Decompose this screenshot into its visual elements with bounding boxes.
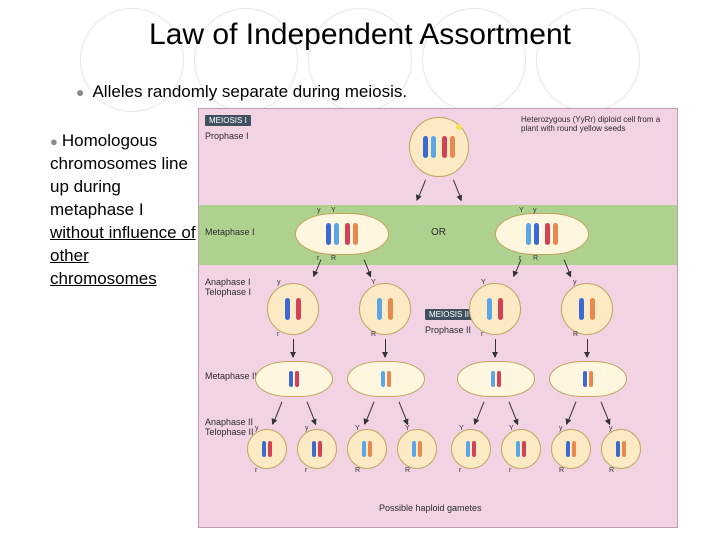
arrow [601, 402, 611, 425]
label-prophase1: Prophase I [205, 131, 249, 141]
label-metaphase1: Metaphase I [205, 227, 255, 237]
cell-b [359, 283, 411, 335]
label-anaphase1: Anaphase I Telophase I [205, 277, 265, 297]
gamete [501, 429, 541, 469]
side-text: Homologous chromosomes line up during me… [50, 130, 198, 291]
side-underlined: without influence of other chromosomes [50, 223, 196, 288]
meiosis-diagram: MEIOSIS I Prophase I Heterozygous (YyRr)… [198, 108, 678, 528]
label-meiosis2: MEIOSIS II [425, 309, 473, 320]
arrow [417, 180, 426, 201]
label-prophase2: Prophase II [425, 325, 471, 335]
label-metaphase2: Metaphase II [205, 371, 257, 381]
arrow [453, 180, 462, 201]
metaphase1-right [495, 213, 589, 255]
label-meiosis1: MEIOSIS I [205, 115, 251, 126]
gamete [397, 429, 437, 469]
gamete [551, 429, 591, 469]
cell-a [267, 283, 319, 335]
arrow [587, 339, 588, 357]
bullet-alleles: Alleles randomly separate during meiosis… [76, 82, 407, 102]
meta2-a [255, 361, 333, 397]
metaphase1-left [295, 213, 389, 255]
arrow [495, 339, 496, 357]
arrow [399, 402, 409, 425]
cell-d [561, 283, 613, 335]
meta2-d [549, 361, 627, 397]
cell-c [469, 283, 521, 335]
gamete [247, 429, 287, 469]
arrow [365, 402, 375, 425]
arrow [293, 339, 294, 357]
label-or: OR [431, 227, 446, 238]
arrow [273, 402, 283, 425]
gamete [451, 429, 491, 469]
label-gametes: Possible haploid gametes [379, 503, 482, 513]
gamete [601, 429, 641, 469]
page-title: Law of Independent Assortment [0, 18, 720, 52]
gamete [297, 429, 337, 469]
arrow [567, 402, 577, 425]
arrow [385, 339, 386, 357]
meta2-c [457, 361, 535, 397]
arrow [307, 402, 317, 425]
gamete [347, 429, 387, 469]
arrow [475, 402, 485, 425]
prophase-cell [409, 117, 469, 177]
meta2-b [347, 361, 425, 397]
side-lead: Homologous [50, 131, 157, 150]
side-rest: chromosomes line up during metaphase I [50, 154, 188, 219]
arrow [509, 402, 519, 425]
label-heterozygous: Heterozygous (YyRr) diploid cell from a … [521, 115, 671, 133]
seed-dot [456, 124, 462, 130]
